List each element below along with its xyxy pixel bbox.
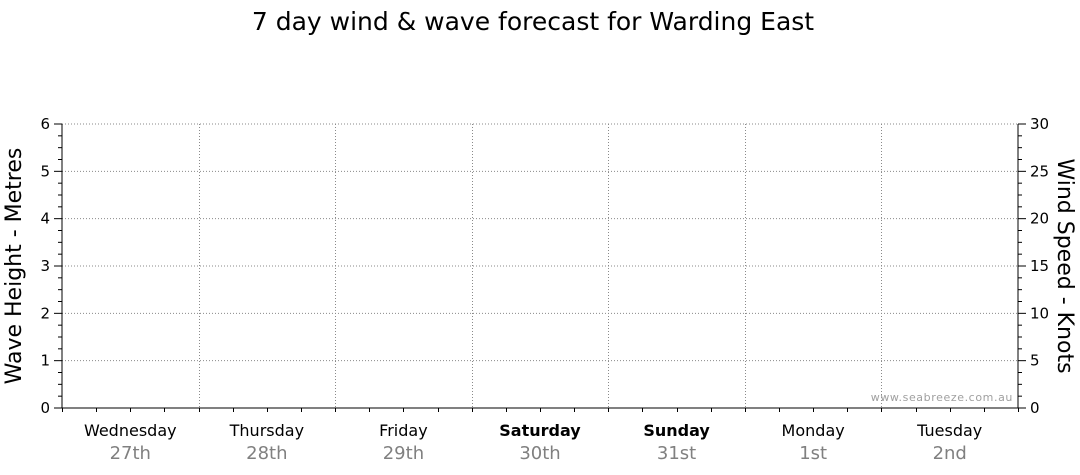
right-tick-label: 15 bbox=[1030, 257, 1049, 275]
right-axis-title: Wind Speed - Knots bbox=[1052, 158, 1077, 373]
right-tick-label: 30 bbox=[1030, 115, 1049, 133]
watermark-text: www.seabreeze.com.au bbox=[871, 391, 1013, 404]
grid-layer bbox=[62, 123, 1018, 408]
day-date-label: 31st bbox=[657, 443, 696, 464]
day-date-label: 2nd bbox=[933, 443, 967, 464]
left-tick-label: 6 bbox=[40, 115, 50, 133]
left-tick-label: 5 bbox=[40, 162, 50, 180]
right-tick-label: 10 bbox=[1030, 304, 1049, 322]
day-name-label: Tuesday bbox=[916, 421, 982, 440]
day-name-label: Monday bbox=[782, 421, 845, 440]
day-name-label: Thursday bbox=[229, 421, 304, 440]
day-date-label: 30th bbox=[519, 443, 560, 464]
right-tick-label: 5 bbox=[1030, 352, 1040, 370]
day-date-label: 27th bbox=[110, 443, 151, 464]
left-tick-label: 2 bbox=[40, 304, 50, 322]
chart-title: 7 day wind & wave forecast for Warding E… bbox=[252, 7, 814, 36]
left-tick-label: 1 bbox=[40, 352, 50, 370]
right-tick-label: 25 bbox=[1030, 162, 1049, 180]
day-name-label: Friday bbox=[379, 421, 428, 440]
right-tick-label: 0 bbox=[1030, 399, 1040, 417]
day-date-label: 28th bbox=[246, 443, 287, 464]
day-name-label: Sunday bbox=[643, 421, 710, 440]
left-tick-label: 3 bbox=[40, 257, 50, 275]
right-tick-label: 20 bbox=[1030, 210, 1049, 228]
day-date-label: 29th bbox=[383, 443, 424, 464]
axes-layer bbox=[54, 123, 1026, 412]
day-date-label: 1st bbox=[799, 443, 827, 464]
left-axis-title: Wave Height - Metres bbox=[2, 148, 27, 385]
left-tick-label: 4 bbox=[40, 210, 50, 228]
day-name-label: Saturday bbox=[499, 421, 581, 440]
left-tick-label: 0 bbox=[40, 399, 50, 417]
labels-layer: 0 1 2 3 4 5 6 0 5 10 15 20 25 30 Wednesday 27th Thursday… bbox=[40, 115, 1049, 464]
day-name-label: Wednesday bbox=[84, 421, 177, 440]
